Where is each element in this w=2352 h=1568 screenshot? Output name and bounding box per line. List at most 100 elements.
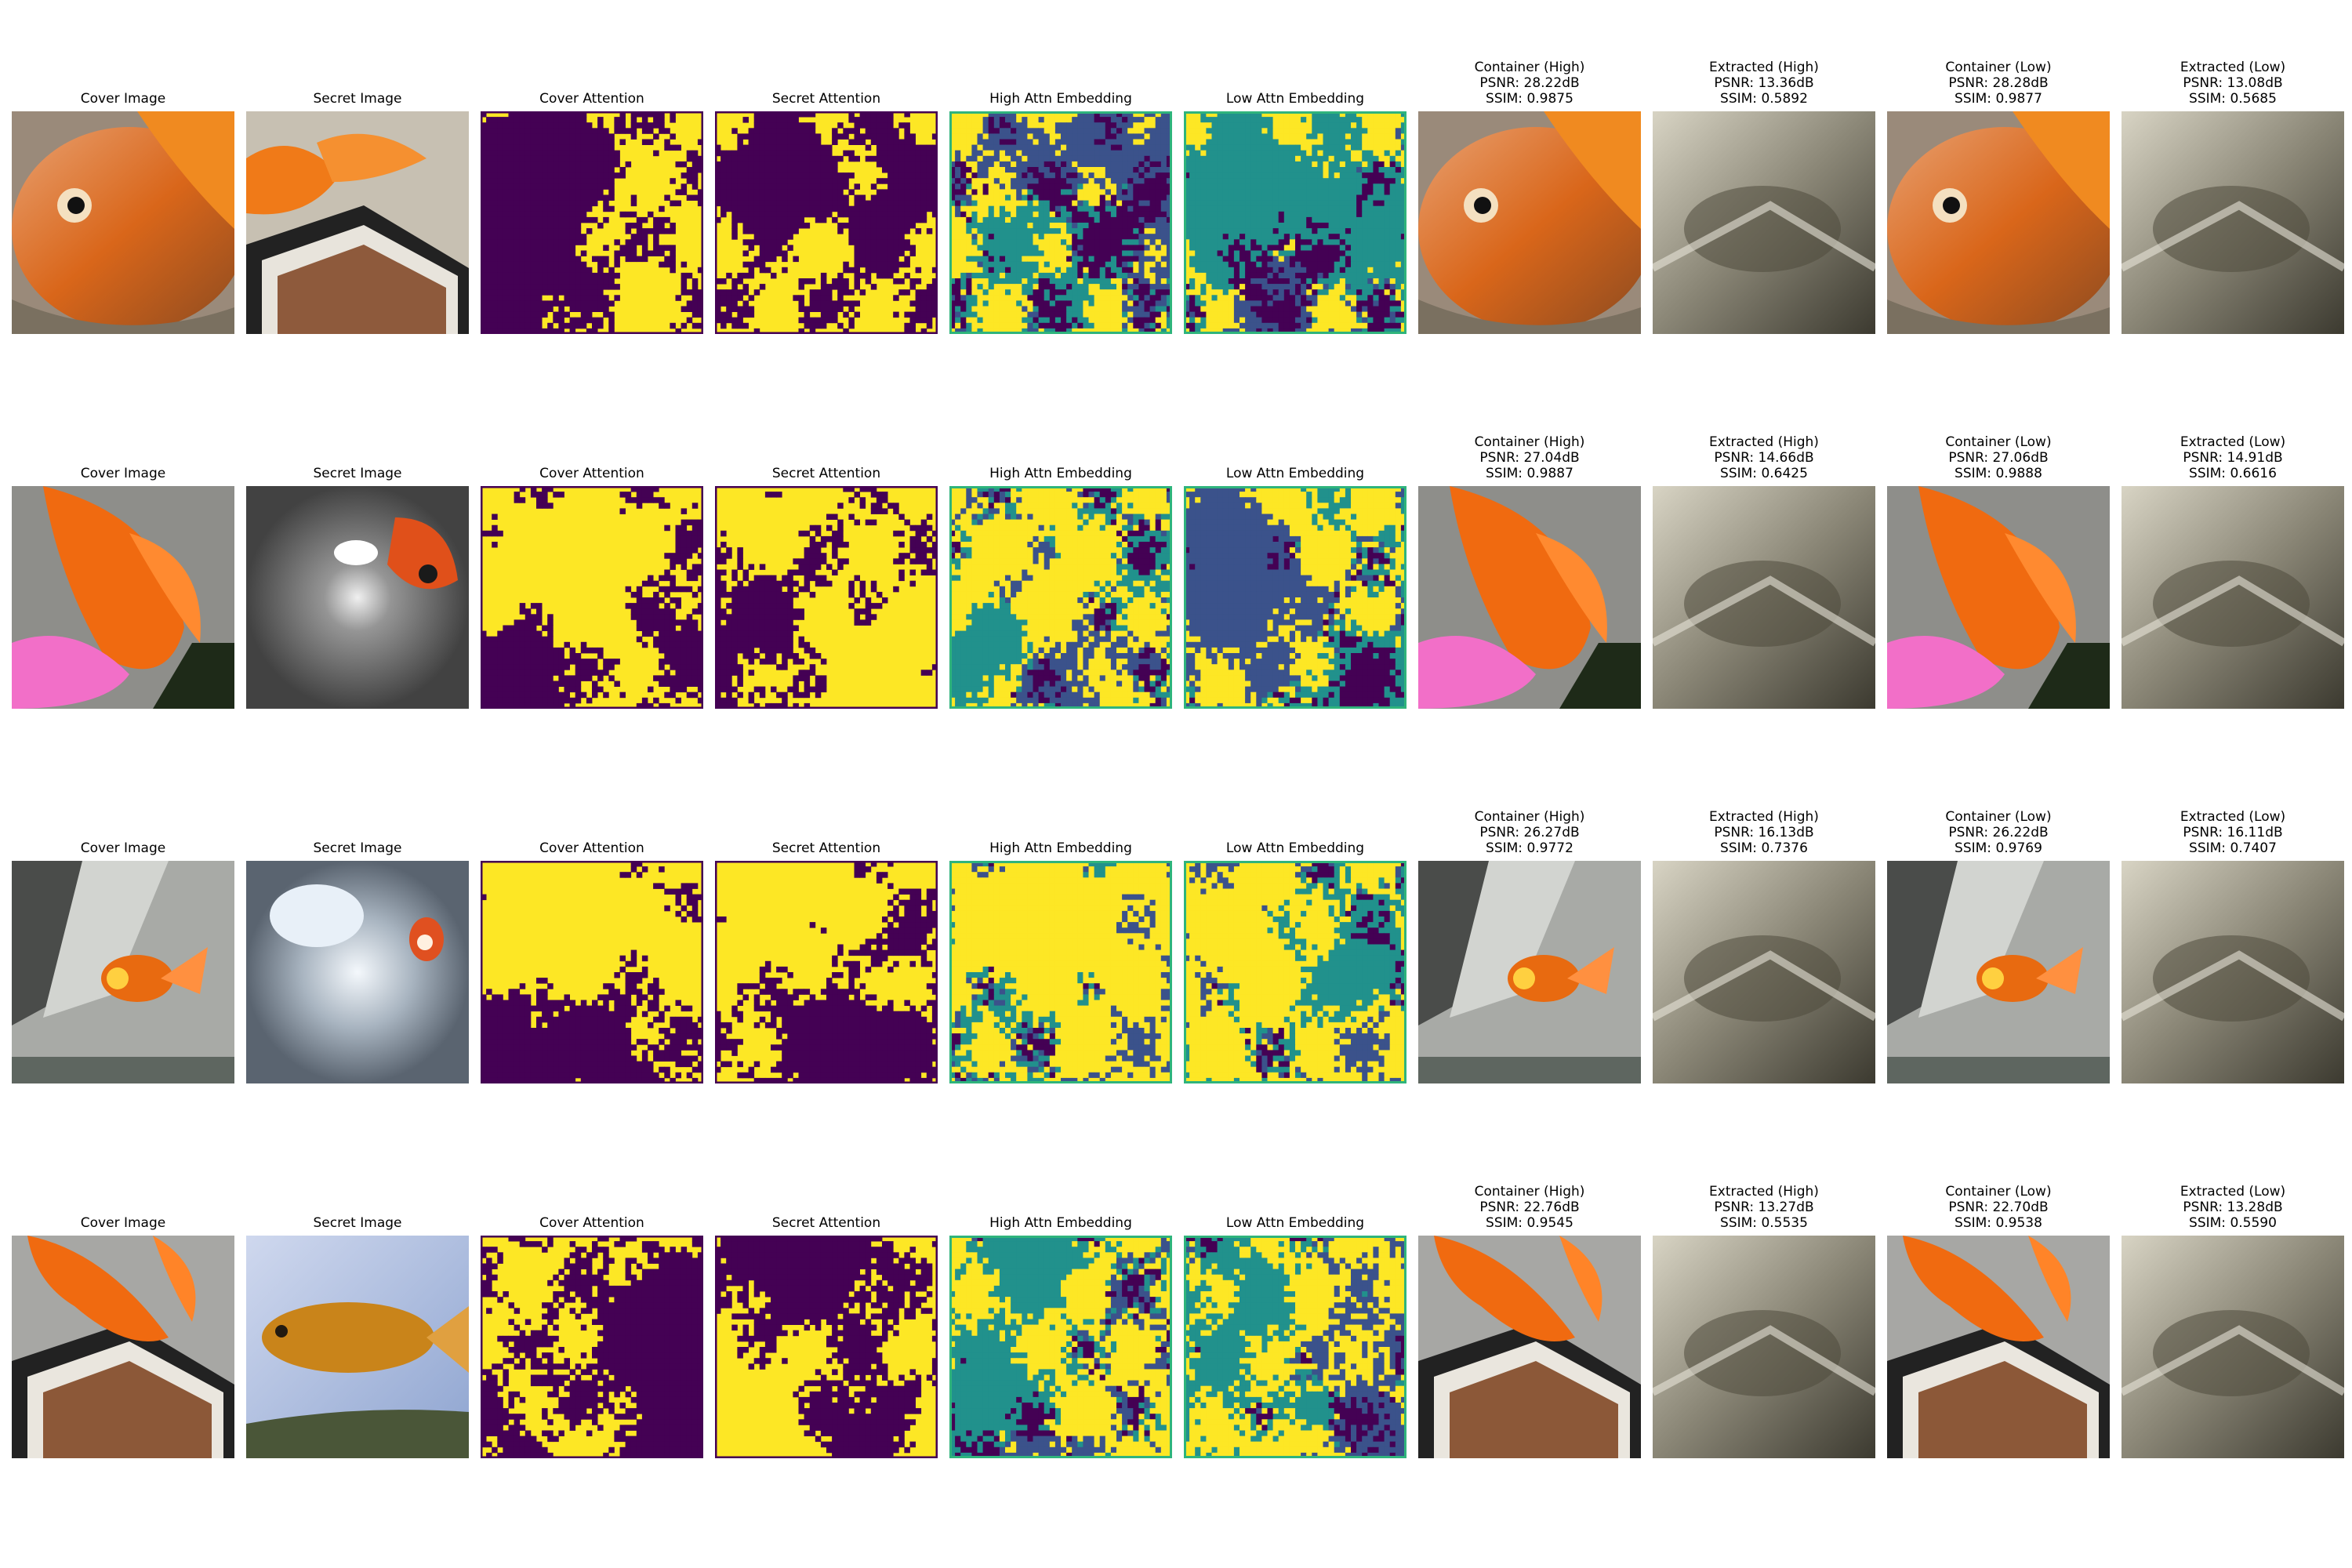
panel-title-line: PSNR: 14.66dB <box>1714 450 1814 466</box>
panel-title: Secret Attention <box>684 466 969 481</box>
figure-panel: Secret Image <box>246 1157 469 1458</box>
figure-panel: Extracted (Low) PSNR: 13.28dB SSIM: 0.5590 <box>2122 1157 2344 1458</box>
attention-map <box>715 1236 938 1458</box>
panel-title-line: High Attn Embedding <box>989 91 1132 107</box>
panel-title-line: Cover Attention <box>539 91 644 107</box>
figure-panel: Container (High) PSNR: 27.04dB SSIM: 0.988… <box>1418 408 1641 709</box>
panel-title-line: Secret Attention <box>771 91 881 107</box>
photo-image <box>1887 486 2110 709</box>
panel-title: Container (Low) PSNR: 28.28dB SSIM: 0.9877 <box>1856 60 2141 107</box>
panel-title-line: PSNR: 14.91dB <box>2183 450 2283 466</box>
panel-title-line: Extracted (High) <box>1709 809 1819 825</box>
panel-title-line: Low Attn Embedding <box>1225 466 1365 481</box>
panel-title: Container (High) PSNR: 28.22dB SSIM: 0.987… <box>1387 60 1672 107</box>
panel-title-line: Extracted (High) <box>1709 434 1819 450</box>
panel-title-line: Extracted (Low) <box>2180 809 2286 825</box>
photo-image <box>246 1236 469 1458</box>
panel-title: Container (Low) PSNR: 27.06dB SSIM: 0.9888 <box>1856 434 2141 481</box>
figure-panel: Cover Attention <box>481 408 703 709</box>
figure-row: Cover Image Secret Image Cover Attention Se… <box>0 33 2352 334</box>
figure-panel: Cover Image <box>12 33 234 334</box>
panel-title-line: SSIM: 0.9772 <box>1486 840 1573 856</box>
attention-map <box>481 486 703 709</box>
panel-title: High Attn Embedding <box>918 466 1203 481</box>
panel-title: Container (Low) PSNR: 22.70dB SSIM: 0.9538 <box>1856 1184 2141 1231</box>
figure-panel: Extracted (High) PSNR: 13.27dB SSIM: 0.553… <box>1653 1157 1875 1458</box>
embedding-map <box>1184 111 1406 334</box>
panel-title: Secret Image <box>215 1215 500 1231</box>
panel-title-line: SSIM: 0.9888 <box>1955 466 2042 481</box>
attention-map <box>481 111 703 334</box>
panel-title: High Attn Embedding <box>918 840 1203 856</box>
figure-panel: Low Attn Embedding <box>1184 33 1406 334</box>
panel-title-line: Low Attn Embedding <box>1225 1215 1365 1231</box>
panel-title-line: SSIM: 0.5535 <box>1720 1215 1808 1231</box>
panel-title: Cover Image <box>0 840 266 856</box>
figure-panel: Container (High) PSNR: 28.22dB SSIM: 0.987… <box>1418 33 1641 334</box>
panel-title: Extracted (High) PSNR: 13.27dB SSIM: 0.553… <box>1621 1184 1907 1231</box>
panel-title: Cover Attention <box>449 1215 735 1231</box>
panel-title: Low Attn Embedding <box>1152 91 1438 107</box>
panel-title: Extracted (High) PSNR: 16.13dB SSIM: 0.737… <box>1621 809 1907 856</box>
figure-panel: Cover Attention <box>481 1157 703 1458</box>
panel-title: Low Attn Embedding <box>1152 1215 1438 1231</box>
photo-image <box>1653 111 1875 334</box>
panel-title-line: PSNR: 28.22dB <box>1479 75 1580 91</box>
panel-title-line: SSIM: 0.9545 <box>1486 1215 1573 1231</box>
figure-panel: Cover Attention <box>481 33 703 334</box>
figure-panel: Low Attn Embedding <box>1184 408 1406 709</box>
panel-title-line: Cover Image <box>80 466 166 481</box>
figure-panel: Container (High) PSNR: 26.27dB SSIM: 0.977… <box>1418 782 1641 1083</box>
panel-title-line: Container (High) <box>1474 434 1585 450</box>
photo-image <box>1653 1236 1875 1458</box>
panel-title-line: Container (Low) <box>1945 1184 2052 1200</box>
attention-map <box>715 861 938 1083</box>
panel-title-line: Container (Low) <box>1945 809 2052 825</box>
photo-image <box>2122 486 2344 709</box>
panel-title-line: PSNR: 26.22dB <box>1948 825 2049 840</box>
attention-map <box>715 111 938 334</box>
panel-title: Secret Attention <box>684 840 969 856</box>
figure-panel: Secret Image <box>246 408 469 709</box>
photo-image <box>1653 861 1875 1083</box>
panel-title-line: PSNR: 13.27dB <box>1714 1200 1814 1215</box>
panel-title-line: PSNR: 13.08dB <box>2183 75 2283 91</box>
panel-title-line: Secret Image <box>313 840 402 856</box>
panel-title-line: Container (Low) <box>1945 60 2052 75</box>
panel-title: Container (High) PSNR: 22.76dB SSIM: 0.954… <box>1387 1184 1672 1231</box>
panel-title-line: Cover Attention <box>539 840 644 856</box>
photo-image <box>1653 486 1875 709</box>
figure-row: Cover Image Secret Image Cover Attention Se… <box>0 408 2352 709</box>
panel-title-line: Low Attn Embedding <box>1225 840 1365 856</box>
photo-image <box>12 1236 234 1458</box>
panel-title-line: PSNR: 16.11dB <box>2183 825 2283 840</box>
panel-title-line: Cover Image <box>80 1215 166 1231</box>
photo-image <box>1418 486 1641 709</box>
photo-image <box>246 486 469 709</box>
figure-panel: Extracted (High) PSNR: 16.13dB SSIM: 0.737… <box>1653 782 1875 1083</box>
panel-title-line: Extracted (Low) <box>2180 1184 2286 1200</box>
figure-row: Cover Image Secret Image Cover Attention Se… <box>0 782 2352 1083</box>
figure-panel: Extracted (Low) PSNR: 13.08dB SSIM: 0.5685 <box>2122 33 2344 334</box>
panel-title: Secret Image <box>215 840 500 856</box>
photo-image <box>1887 111 2110 334</box>
panel-title-line: Container (High) <box>1474 1184 1585 1200</box>
panel-title-line: Secret Attention <box>771 1215 881 1231</box>
panel-title-line: High Attn Embedding <box>989 840 1132 856</box>
panel-title-line: High Attn Embedding <box>989 1215 1132 1231</box>
figure-panel: High Attn Embedding <box>949 408 1172 709</box>
panel-title-line: SSIM: 0.5590 <box>2189 1215 2277 1231</box>
panel-title-line: Container (Low) <box>1945 434 2052 450</box>
figure-panel: Secret Attention <box>715 782 938 1083</box>
photo-image <box>1887 1236 2110 1458</box>
panel-title-line: PSNR: 27.04dB <box>1479 450 1580 466</box>
panel-title-line: Secret Attention <box>771 466 881 481</box>
figure-panel: High Attn Embedding <box>949 1157 1172 1458</box>
panel-title: Low Attn Embedding <box>1152 840 1438 856</box>
panel-title: Extracted (Low) PSNR: 13.28dB SSIM: 0.5590 <box>2090 1184 2352 1231</box>
panel-title-line: Cover Image <box>80 840 166 856</box>
panel-title: Extracted (Low) PSNR: 13.08dB SSIM: 0.5685 <box>2090 60 2352 107</box>
panel-title-line: Container (High) <box>1474 809 1585 825</box>
photo-image <box>12 486 234 709</box>
figure-panel: Secret Image <box>246 33 469 334</box>
